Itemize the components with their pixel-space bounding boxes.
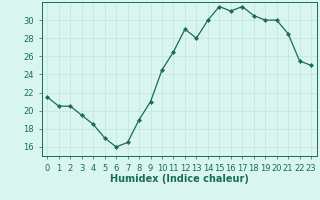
- X-axis label: Humidex (Indice chaleur): Humidex (Indice chaleur): [110, 174, 249, 184]
